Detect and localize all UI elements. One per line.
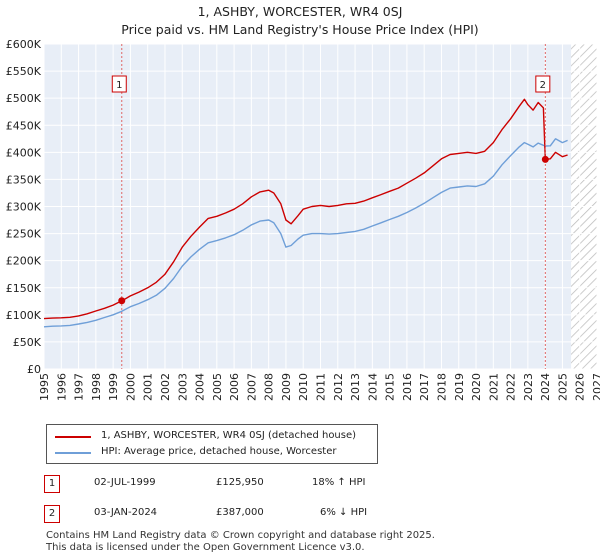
y-tick-label: £500K xyxy=(6,92,42,105)
sale-label-box xyxy=(111,75,127,93)
x-tick-label: 1996 xyxy=(55,373,68,401)
x-tick-label: 1999 xyxy=(107,373,120,401)
x-tick-label: 2018 xyxy=(435,373,448,401)
x-tick-label: 2026 xyxy=(574,373,587,401)
sale-label: 1 xyxy=(116,80,122,91)
x-tick-label: 2003 xyxy=(176,373,189,401)
sale-point xyxy=(541,155,549,163)
y-tick-label: £350K xyxy=(6,173,42,186)
x-tick-label: 2016 xyxy=(401,373,414,401)
x-tick-label: 1998 xyxy=(90,373,103,401)
sale-number-badge: 1 xyxy=(44,475,60,493)
y-tick-label: £550K xyxy=(6,65,42,78)
x-tick-label: 2023 xyxy=(522,373,535,401)
x-tick-label: 2001 xyxy=(142,373,155,401)
x-tick-label: 2006 xyxy=(228,373,241,401)
footer-licence: This data is licensed under the Open Gov… xyxy=(46,542,365,553)
sale-number-badge: 2 xyxy=(44,505,60,523)
legend-label-price: 1, ASHBY, WORCESTER, WR4 0SJ (detached h… xyxy=(101,430,357,441)
sale-point xyxy=(118,297,126,305)
x-tick-label: 2014 xyxy=(366,373,379,401)
x-tick-label: 2004 xyxy=(194,373,207,401)
x-tick-label: 2011 xyxy=(315,373,328,401)
y-tick-label: £200K xyxy=(6,255,42,268)
x-tick-label: 2017 xyxy=(418,373,431,401)
sale-date: 02-JUL-1999 xyxy=(94,477,156,488)
legend-label-hpi: HPI: Average price, detached house, Worc… xyxy=(101,446,337,457)
x-tick-label: 1995 xyxy=(38,373,51,401)
legend: 1, ASHBY, WORCESTER, WR4 0SJ (detached h… xyxy=(46,424,378,464)
x-tick-label: 2013 xyxy=(349,373,362,401)
x-tick-label: 2005 xyxy=(211,373,224,401)
chart-title: 1, ASHBY, WORCESTER, WR4 0SJ xyxy=(197,4,403,19)
hpi-line xyxy=(43,138,568,328)
x-tick-label: 2025 xyxy=(556,373,569,401)
sale-hpi-diff: 6% ↓ HPI xyxy=(320,507,368,518)
sale-date: 03-JAN-2024 xyxy=(94,507,158,518)
sale-label-box xyxy=(535,75,551,93)
x-tick-label: 2021 xyxy=(487,373,500,401)
x-tick-label: 2012 xyxy=(332,373,345,401)
y-tick-label: £100K xyxy=(6,309,42,322)
x-tick-label: 2000 xyxy=(124,373,137,401)
y-tick-label: £250K xyxy=(6,228,42,241)
x-tick-label: 2008 xyxy=(263,373,276,401)
price-line xyxy=(43,98,568,320)
chart-subtitle: Price paid vs. HM Land Registry's House … xyxy=(121,22,479,37)
x-tick-label: 2010 xyxy=(297,373,310,401)
sale-label: 2 xyxy=(540,80,546,91)
x-tick-label: 2002 xyxy=(159,373,172,401)
y-tick-label: £150K xyxy=(6,282,42,295)
x-tick-label: 2009 xyxy=(280,373,293,401)
sale-price: £387,000 xyxy=(216,507,264,518)
price-chart: 1 2 £0 £50K £100K £150K £200K £250K £300K £350K £… xyxy=(6,38,600,401)
y-tick-label: £50K xyxy=(13,336,42,349)
x-tick-label: 1997 xyxy=(73,373,86,401)
legend-swatch-price xyxy=(55,436,91,438)
x-tick-label: 2007 xyxy=(245,373,258,401)
x-tick-label: 2015 xyxy=(384,373,397,401)
x-tick-label: 2019 xyxy=(453,373,466,401)
footer-copyright: Contains HM Land Registry data © Crown c… xyxy=(46,530,435,541)
x-tick-label: 2024 xyxy=(539,373,552,401)
y-tick-label: £600K xyxy=(6,38,42,51)
x-tick-label: 2020 xyxy=(470,373,483,401)
y-tick-label: £400K xyxy=(6,146,42,159)
y-tick-label: £0 xyxy=(27,363,41,376)
y-tick-label: £450K xyxy=(6,119,42,132)
y-tick-label: £300K xyxy=(6,201,42,214)
x-tick-label: 2022 xyxy=(505,373,518,401)
legend-swatch-hpi xyxy=(55,452,91,454)
sale-price: £125,950 xyxy=(216,477,264,488)
sale-hpi-diff: 18% ↑ HPI xyxy=(312,477,366,488)
x-tick-label: 2027 xyxy=(591,373,600,401)
